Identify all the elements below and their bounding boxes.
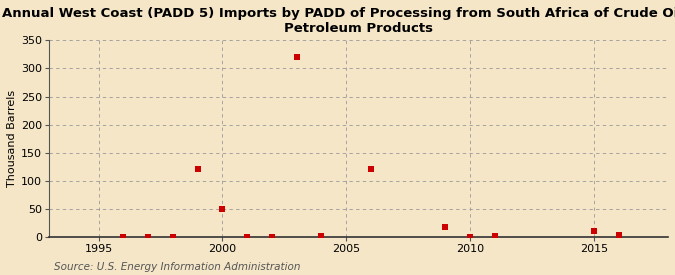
- Point: [192, 166, 203, 171]
- Point: [464, 235, 475, 239]
- Point: [242, 235, 252, 239]
- Point: [366, 166, 377, 171]
- Point: [440, 224, 451, 229]
- Point: [489, 234, 500, 238]
- Y-axis label: Thousand Barrels: Thousand Barrels: [7, 90, 17, 187]
- Point: [589, 229, 599, 233]
- Point: [613, 232, 624, 237]
- Point: [167, 235, 178, 239]
- Point: [267, 235, 277, 239]
- Point: [217, 207, 228, 211]
- Point: [118, 235, 129, 239]
- Text: Source: U.S. Energy Information Administration: Source: U.S. Energy Information Administ…: [54, 262, 300, 272]
- Point: [316, 234, 327, 238]
- Title: Annual West Coast (PADD 5) Imports by PADD of Processing from South Africa of Cr: Annual West Coast (PADD 5) Imports by PA…: [2, 7, 675, 35]
- Point: [292, 54, 302, 59]
- Point: [143, 235, 154, 239]
